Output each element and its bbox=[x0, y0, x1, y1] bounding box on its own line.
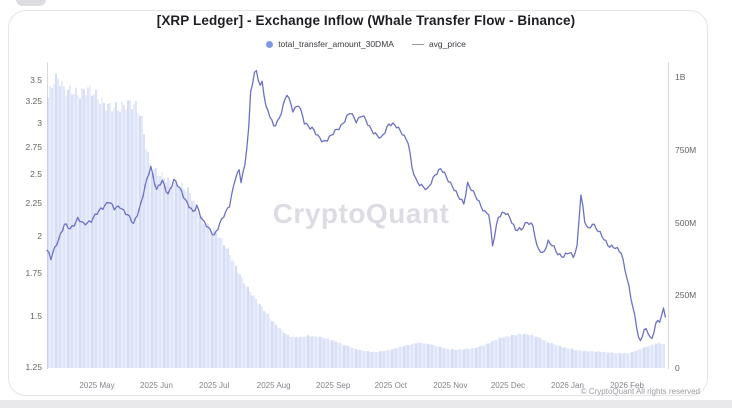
y-axis-right-tick: 0 bbox=[675, 363, 680, 373]
y-axis-left-tick: 2.5 bbox=[30, 168, 42, 179]
y-axis-left-tick: 2.75 bbox=[25, 142, 42, 153]
x-axis-tick: 2026 Feb bbox=[610, 381, 644, 390]
y-axis-right-tick: 250M bbox=[675, 290, 697, 301]
y-axis-left-tick: 1.25 bbox=[25, 362, 42, 372]
legend-item-avg-price[interactable]: avg_price bbox=[411, 39, 466, 49]
x-axis-tick: 2025 Jul bbox=[199, 381, 230, 390]
y-axis-right-tick: 500M bbox=[675, 217, 697, 228]
y-axis-left-tick: 1.75 bbox=[25, 268, 42, 279]
y-axis-right-tick: 750M bbox=[675, 144, 697, 155]
y-axis-left-tick: 2 bbox=[37, 230, 42, 241]
x-axis-tick: 2025 Oct bbox=[374, 381, 408, 390]
legend-label: total_transfer_amount_30DMA bbox=[278, 39, 394, 49]
y-axis-left-tick: 3.5 bbox=[30, 75, 42, 85]
x-axis-tick: 2025 Jun bbox=[140, 381, 173, 390]
chart-legend: total_transfer_amount_30DMA avg_price bbox=[0, 39, 732, 49]
x-axis-tick: 2026 Jan bbox=[551, 381, 584, 390]
x-axis-tick: 2025 Sep bbox=[316, 381, 351, 390]
legend-label: avg_price bbox=[428, 39, 466, 49]
y-axis-left-tick: 2.25 bbox=[25, 198, 42, 209]
x-axis-tick: 2025 Aug bbox=[256, 381, 291, 390]
y-axis-left-tick: 3 bbox=[37, 117, 42, 128]
x-axis-tick: 2025 May bbox=[79, 381, 115, 390]
chart-title: [XRP Ledger] - Exchange Inflow (Whale Tr… bbox=[156, 13, 576, 28]
y-axis-right-tick: 1B bbox=[675, 72, 686, 82]
legend-item-total-transfer-amount[interactable]: total_transfer_amount_30DMA bbox=[266, 39, 394, 49]
y-axis-left-tick: 1.5 bbox=[30, 311, 42, 322]
x-axis-tick: 2025 Dec bbox=[490, 381, 526, 390]
y-axis-left-tick: 3.25 bbox=[25, 95, 42, 106]
line-marker-icon bbox=[411, 43, 424, 45]
x-axis-tick: 2025 Nov bbox=[433, 381, 468, 390]
copyright-notice: © CryptoQuant All rights reserved bbox=[580, 387, 700, 396]
circle-marker-icon bbox=[266, 40, 274, 48]
